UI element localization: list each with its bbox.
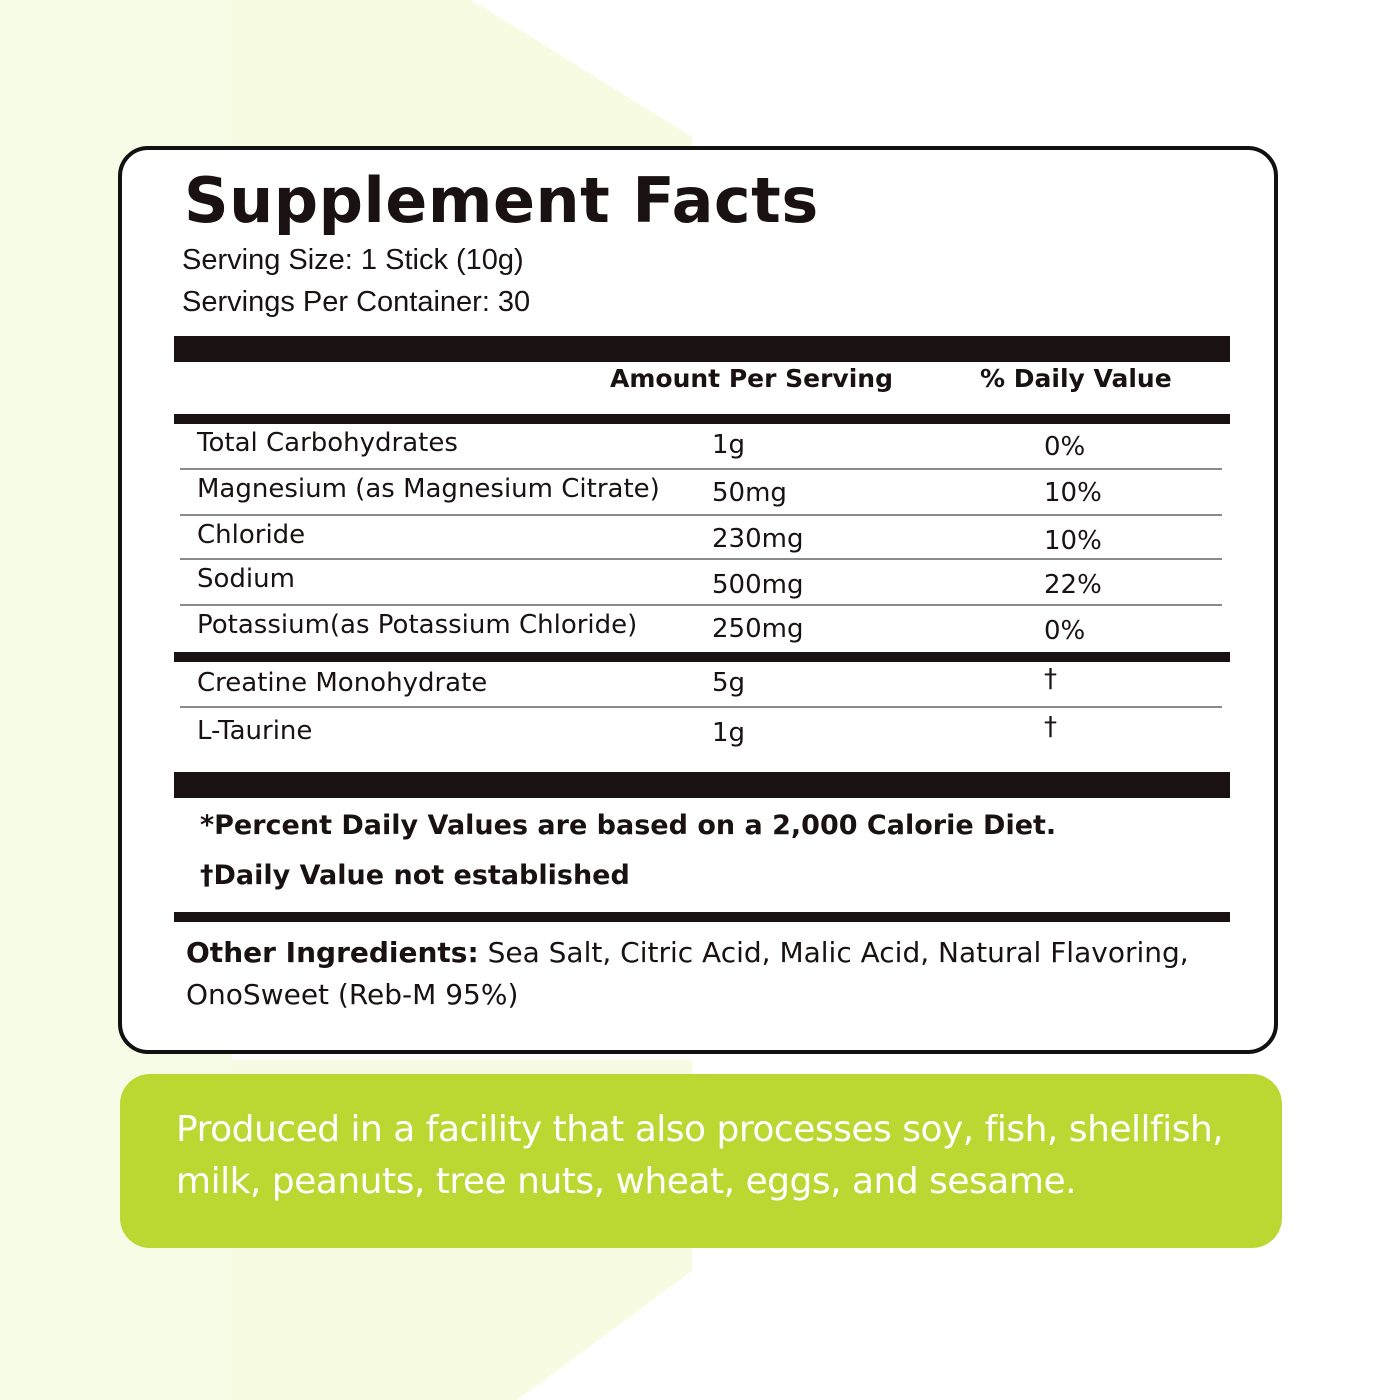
- other-ingredients-text: Sea Salt, Citric Acid, Malic Acid, Natur…: [186, 936, 1189, 1011]
- row-divider: [180, 706, 1222, 708]
- thick-divider-bottom: [174, 772, 1230, 798]
- row-daily-value: †: [1044, 712, 1057, 742]
- row-divider: [180, 468, 1222, 470]
- thick-divider-top: [174, 336, 1230, 362]
- thick-divider-footer: [174, 912, 1230, 922]
- row-name: L-Taurine: [197, 716, 313, 746]
- row-amount: 250mg: [712, 614, 804, 644]
- other-ingredients-label: Other Ingredients:: [186, 936, 479, 969]
- row-amount: 50mg: [712, 478, 787, 508]
- row-daily-value: †: [1044, 664, 1057, 694]
- row-name: Total Carbohydrates: [197, 428, 458, 458]
- row-divider: [180, 558, 1222, 560]
- row-name: Creatine Monohydrate: [197, 668, 488, 698]
- header-amount-per-serving: Amount Per Serving: [610, 364, 893, 393]
- allergen-statement: Produced in a facility that also process…: [176, 1109, 1224, 1202]
- row-daily-value: 10%: [1044, 526, 1102, 556]
- thick-divider-header: [174, 414, 1230, 424]
- row-divider: [180, 514, 1222, 516]
- allergen-banner: Produced in a facility that also process…: [120, 1074, 1282, 1248]
- row-amount: 500mg: [712, 570, 804, 600]
- row-name: Sodium: [197, 564, 295, 594]
- row-amount: 5g: [712, 668, 746, 698]
- panel-title: Supplement Facts: [184, 164, 819, 237]
- footnote-percent-dv: *Percent Daily Values are based on a 2,0…: [200, 810, 1057, 841]
- row-daily-value: 22%: [1044, 570, 1102, 600]
- other-ingredients: Other Ingredients: Sea Salt, Citric Acid…: [186, 932, 1206, 1016]
- serving-size: Serving Size: 1 Stick (10g): [182, 244, 524, 276]
- row-amount: 1g: [712, 430, 746, 460]
- row-daily-value: 10%: [1044, 478, 1102, 508]
- row-divider: [180, 604, 1222, 606]
- row-name: Potassium(as Potassium Chloride): [197, 610, 638, 640]
- row-amount: 230mg: [712, 524, 804, 554]
- footnote-not-established: †Daily Value not established: [200, 860, 630, 891]
- row-daily-value: 0%: [1044, 432, 1086, 462]
- thick-divider-mid: [174, 652, 1230, 662]
- header-daily-value: % Daily Value: [980, 364, 1172, 393]
- row-daily-value: 0%: [1044, 616, 1086, 646]
- row-amount: 1g: [712, 718, 746, 748]
- supplement-facts-panel: Supplement Facts Serving Size: 1 Stick (…: [118, 146, 1278, 1054]
- row-name: Chloride: [197, 520, 306, 550]
- row-name: Magnesium (as Magnesium Citrate): [197, 474, 660, 504]
- servings-per-container: Servings Per Container: 30: [182, 286, 531, 318]
